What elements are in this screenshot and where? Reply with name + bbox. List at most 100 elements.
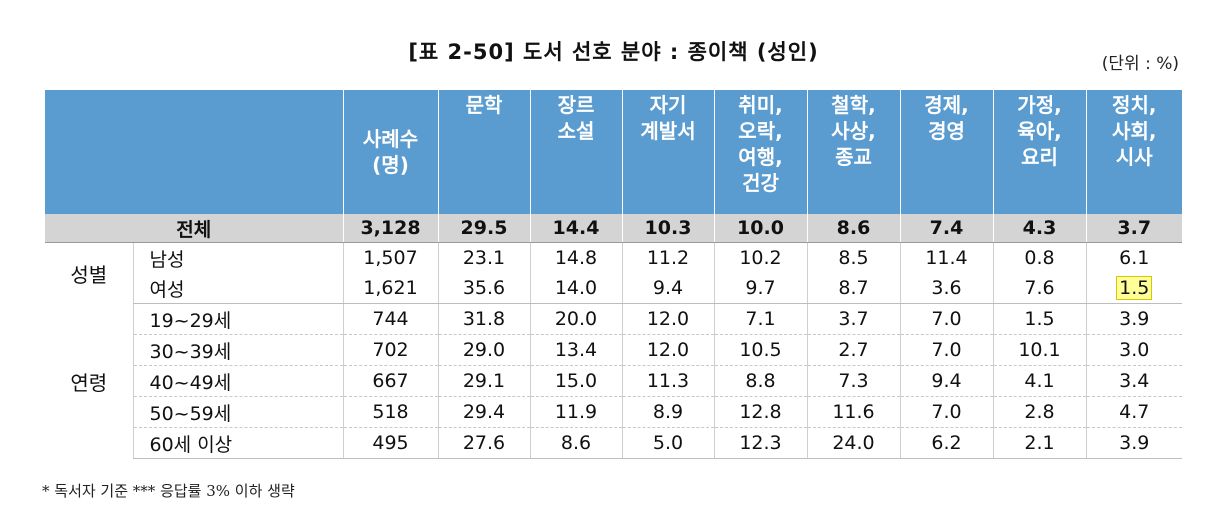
table-row: 50~59세 518 29.4 11.9 8.9 12.8 11.6 7.0 2… <box>45 396 1182 428</box>
data-cell: 7.3 <box>806 365 900 397</box>
data-cell: 10.1 <box>992 334 1086 366</box>
row-label: 40~49세 <box>132 365 343 397</box>
total-cell: 10.0 <box>713 214 807 243</box>
total-cell: 3.7 <box>1085 214 1182 243</box>
data-cell: 11.4 <box>899 242 993 273</box>
data-cell: 667 <box>342 365 438 397</box>
data-cell: 4.7 <box>1085 396 1182 428</box>
data-cell: 9.4 <box>899 365 993 397</box>
data-cell: 23.1 <box>437 242 530 273</box>
data-cell: 12.3 <box>713 427 807 459</box>
total-cell: 10.3 <box>621 214 714 243</box>
data-cell: 12.8 <box>713 396 807 428</box>
data-cell: 29.1 <box>437 365 530 397</box>
total-label: 전체 <box>45 214 343 243</box>
data-cell: 35.6 <box>437 273 530 304</box>
header-cell: 사례수 (명) <box>342 90 438 214</box>
data-cell: 1.5 <box>1085 273 1182 304</box>
data-cell: 10.2 <box>713 242 807 273</box>
total-row: 전체 3,128 29.5 14.4 10.3 10.0 8.6 7.4 4.3… <box>45 214 1182 243</box>
data-cell: 3.9 <box>1085 427 1182 459</box>
data-cell: 7.0 <box>899 334 993 366</box>
data-cell: 7.0 <box>899 303 993 335</box>
data-cell: 3.4 <box>1085 365 1182 397</box>
data-cell: 6.2 <box>899 427 993 459</box>
data-cell: 9.4 <box>621 273 714 304</box>
data-cell: 8.7 <box>806 273 900 304</box>
data-cell: 14.0 <box>529 273 622 304</box>
header-corner <box>45 90 343 214</box>
row-label: 50~59세 <box>132 396 343 428</box>
data-cell: 8.9 <box>621 396 714 428</box>
data-cell: 2.1 <box>992 427 1086 459</box>
table-row: 여성 1,621 35.6 14.0 9.4 9.7 8.7 3.6 7.6 1… <box>45 273 1182 304</box>
row-label: 남성 <box>132 242 343 273</box>
table-row: 40~49세 667 29.1 15.0 11.3 8.8 7.3 9.4 4.… <box>45 365 1182 397</box>
header-cell: 장르 소설 <box>529 90 622 214</box>
total-cell: 8.6 <box>806 214 900 243</box>
data-cell: 3.0 <box>1085 334 1182 366</box>
data-cell: 11.6 <box>806 396 900 428</box>
data-cell: 4.1 <box>992 365 1086 397</box>
row-label: 여성 <box>132 273 343 304</box>
data-cell: 7.6 <box>992 273 1086 304</box>
header-cell: 취미, 오락, 여행, 건강 <box>713 90 807 214</box>
data-cell: 2.8 <box>992 396 1086 428</box>
table-row: 성별 남성 1,507 23.1 14.8 11.2 10.2 8.5 11.4… <box>45 242 1182 287</box>
table-row: 30~39세 702 29.0 13.4 12.0 10.5 2.7 7.0 1… <box>45 334 1182 366</box>
data-cell: 24.0 <box>806 427 900 459</box>
data-cell: 11.2 <box>621 242 714 273</box>
data-cell: 8.8 <box>713 365 807 397</box>
data-cell: 3.7 <box>806 303 900 335</box>
data-cell: 13.4 <box>529 334 622 366</box>
data-cell: 495 <box>342 427 438 459</box>
row-label: 30~39세 <box>132 334 343 366</box>
data-cell: 11.3 <box>621 365 714 397</box>
header-cell: 경제, 경영 <box>899 90 993 214</box>
data-cell: 31.8 <box>437 303 530 335</box>
data-cell: 7.1 <box>713 303 807 335</box>
data-cell: 1,621 <box>342 273 438 304</box>
table-row: 연령 19~29세 744 31.8 20.0 12.0 7.1 3.7 7.0… <box>45 303 1182 395</box>
total-cell: 4.3 <box>992 214 1086 243</box>
data-cell: 744 <box>342 303 438 335</box>
data-cell: 5.0 <box>621 427 714 459</box>
footnote: * 독서자 기준 *** 응답률 3% 이하 생략 <box>42 482 295 500</box>
data-cell: 1.5 <box>992 303 1086 335</box>
header-cell: 철학, 사상, 종교 <box>806 90 900 214</box>
header-cell: 자기 계발서 <box>621 90 714 214</box>
data-cell: 12.0 <box>621 303 714 335</box>
unit-label: (단위 : %) <box>1101 54 1179 74</box>
total-cell: 7.4 <box>899 214 993 243</box>
header-row: 사례수 (명) 문학 장르 소설 자기 계발서 취미, 오락, 여행, 건강 철… <box>45 90 1182 214</box>
data-cell: 27.6 <box>437 427 530 459</box>
group-label-age: 연령 <box>70 370 108 395</box>
data-cell: 3.9 <box>1085 303 1182 335</box>
data-cell: 8.5 <box>806 242 900 273</box>
data-cell: 8.6 <box>529 427 622 459</box>
total-cell: 29.5 <box>437 214 530 243</box>
row-label: 60세 이상 <box>132 427 343 459</box>
total-cell: 3,128 <box>342 214 438 243</box>
data-cell: 6.1 <box>1085 242 1182 273</box>
header-cell: 가정, 육아, 요리 <box>992 90 1086 214</box>
table-title: [표 2-50] 도서 선호 분야 : 종이책 (성인) <box>408 40 819 64</box>
header-cell: 정치, 사회, 시사 <box>1085 90 1182 214</box>
data-cell: 11.9 <box>529 396 622 428</box>
data-cell: 12.0 <box>621 334 714 366</box>
total-cell: 14.4 <box>529 214 622 243</box>
data-cell: 9.7 <box>713 273 807 304</box>
table-row: 60세 이상 495 27.6 8.6 5.0 12.3 24.0 6.2 2.… <box>45 427 1182 459</box>
data-cell: 15.0 <box>529 365 622 397</box>
data-cell: 702 <box>342 334 438 366</box>
row-label: 19~29세 <box>132 303 343 335</box>
data-cell: 1,507 <box>342 242 438 273</box>
data-cell: 3.6 <box>899 273 993 304</box>
data-table: 사례수 (명) 문학 장르 소설 자기 계발서 취미, 오락, 여행, 건강 철… <box>45 90 1182 459</box>
data-cell: 7.0 <box>899 396 993 428</box>
data-cell: 2.7 <box>806 334 900 366</box>
data-cell: 14.8 <box>529 242 622 273</box>
data-cell: 20.0 <box>529 303 622 335</box>
data-cell: 29.0 <box>437 334 530 366</box>
data-cell: 518 <box>342 396 438 428</box>
